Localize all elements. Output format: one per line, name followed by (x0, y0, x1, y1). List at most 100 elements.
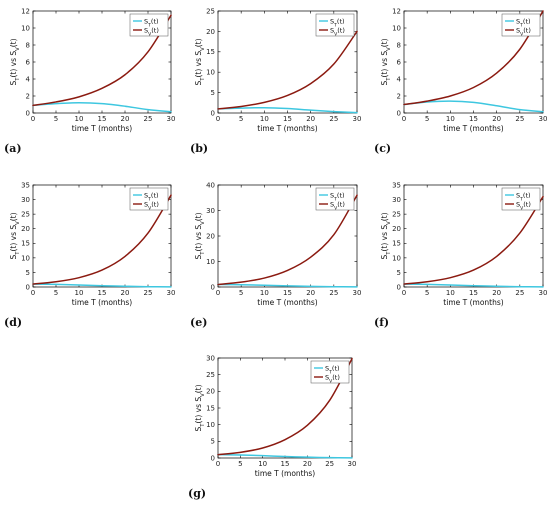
y-tick-label: 20 (21, 225, 30, 233)
y-tick-label: 8 (397, 41, 401, 49)
y-tick-label: 25 (392, 211, 401, 219)
series-line-s-v (217, 30, 358, 110)
series-line-s-v (403, 195, 544, 285)
legend: ST(t)SV(t) (501, 187, 541, 211)
series-line-s-t (32, 102, 172, 113)
x-tick-label: 5 (425, 289, 429, 297)
y-tick-label: 10 (392, 254, 401, 262)
x-tick-label: 30 (353, 289, 362, 297)
y-tick-label: 2 (26, 92, 30, 100)
legend-entry-label: ST(t) (144, 191, 159, 202)
legend-entry-label: ST(t) (516, 191, 531, 202)
panel-label: (d) (4, 316, 22, 329)
y-tick-label: 0 (211, 109, 215, 117)
series-line-s-v (217, 357, 353, 456)
y-tick-label: 30 (21, 196, 30, 204)
y-tick-label: 2 (397, 92, 401, 100)
legend: ST(t)SV(t) (315, 187, 355, 211)
panel-label: (b) (190, 142, 208, 155)
chart-panel-f: 0 5 10 15 20 25 30 0 5 10 15 20 25 30 35 time T (months… (374, 181, 547, 329)
x-axis-label: time T (months) (72, 124, 132, 133)
x-tick-label: 25 (144, 115, 153, 123)
series-line-s-t (403, 100, 544, 113)
x-tick-label: 25 (515, 115, 524, 123)
y-tick-label: 4 (26, 75, 31, 83)
y-tick-label: 30 (206, 354, 215, 362)
x-tick-label: 0 (31, 115, 35, 123)
y-tick-label: 12 (21, 7, 30, 15)
y-axis-label: ST(t) vs SV(t) (380, 212, 392, 259)
x-tick-label: 20 (492, 115, 501, 123)
y-tick-label: 5 (211, 438, 215, 446)
x-tick-label: 20 (121, 289, 130, 297)
panel-label: (g) (188, 487, 206, 500)
x-tick-label: 0 (402, 289, 406, 297)
x-tick-label: 15 (469, 115, 478, 123)
x-tick-label: 5 (425, 115, 429, 123)
chart-panel-g: 0 5 10 15 20 25 30 0 5 10 15 20 25 30 time T (months) S… (188, 354, 356, 500)
x-tick-label: 15 (281, 460, 290, 468)
y-axis-label: ST(t) vs SV(t) (380, 38, 392, 85)
y-tick-label: 8 (26, 41, 30, 49)
legend-entry-label: SV(t) (325, 373, 340, 384)
x-tick-label: 20 (492, 289, 501, 297)
series-line-s-t (217, 283, 358, 288)
x-tick-label: 10 (446, 115, 455, 123)
panel-label: (f) (374, 316, 389, 329)
x-tick-label: 0 (216, 460, 220, 468)
y-tick-label: 20 (206, 388, 215, 396)
series-line-s-t (217, 106, 358, 114)
y-tick-label: 15 (392, 240, 401, 248)
x-tick-label: 25 (329, 115, 338, 123)
series-line-s-v (32, 194, 172, 285)
x-tick-label: 0 (216, 289, 220, 297)
legend-entry-label: SV(t) (144, 200, 159, 211)
y-tick-label: 5 (397, 269, 401, 277)
x-tick-label: 10 (260, 115, 269, 123)
y-tick-label: 35 (21, 181, 30, 189)
y-tick-label: 20 (206, 28, 215, 36)
legend: ST(t)SV(t) (129, 13, 169, 37)
y-axis-label: ST(t) vs SV(t) (194, 212, 206, 259)
x-tick-label: 5 (239, 115, 243, 123)
x-tick-label: 20 (303, 460, 312, 468)
x-tick-label: 25 (515, 289, 524, 297)
x-axis-label: time T (months) (257, 298, 317, 307)
y-tick-label: 0 (26, 283, 30, 291)
legend: ST(t)SV(t) (129, 187, 169, 211)
panel-label: (e) (190, 316, 207, 329)
x-tick-label: 10 (258, 460, 267, 468)
chart-panel-b: 0 5 10 15 20 25 30 0 5 10 15 20 25 time T (months) ST(… (190, 7, 361, 155)
x-axis-label: time T (months) (443, 298, 503, 307)
y-tick-label: 0 (26, 109, 30, 117)
chart-panel-e: 0 5 10 15 20 25 30 0 10 20 30 40 time T (months) ST(t… (190, 181, 361, 329)
y-tick-label: 10 (206, 69, 215, 77)
legend-entry-label: ST(t) (144, 17, 159, 28)
x-tick-label: 5 (238, 460, 242, 468)
series-line-s-t (403, 283, 544, 288)
y-tick-label: 10 (392, 24, 401, 32)
x-tick-label: 15 (469, 289, 478, 297)
y-tick-label: 10 (21, 24, 30, 32)
x-axis-label: time T (months) (255, 469, 315, 478)
y-tick-label: 10 (21, 254, 30, 262)
y-tick-label: 6 (26, 58, 31, 66)
y-tick-label: 0 (397, 283, 401, 291)
panel-label: (a) (4, 142, 22, 155)
x-axis-label: time T (months) (72, 298, 132, 307)
x-tick-label: 0 (216, 115, 220, 123)
legend-entry-label: SV(t) (330, 26, 345, 37)
series-line-s-t (217, 453, 353, 459)
y-tick-label: 25 (206, 7, 215, 15)
x-tick-label: 30 (348, 460, 357, 468)
x-tick-label: 20 (306, 289, 315, 297)
x-tick-label: 30 (539, 115, 548, 123)
x-tick-label: 20 (121, 115, 130, 123)
y-tick-label: 12 (392, 7, 401, 15)
x-tick-label: 5 (239, 289, 243, 297)
x-tick-label: 15 (283, 289, 292, 297)
x-tick-label: 15 (98, 115, 107, 123)
x-tick-label: 25 (144, 289, 153, 297)
chart-panel-c: 0 5 10 15 20 25 30 0 2 4 6 8 10 12 time T (months) ST(t… (374, 7, 547, 155)
